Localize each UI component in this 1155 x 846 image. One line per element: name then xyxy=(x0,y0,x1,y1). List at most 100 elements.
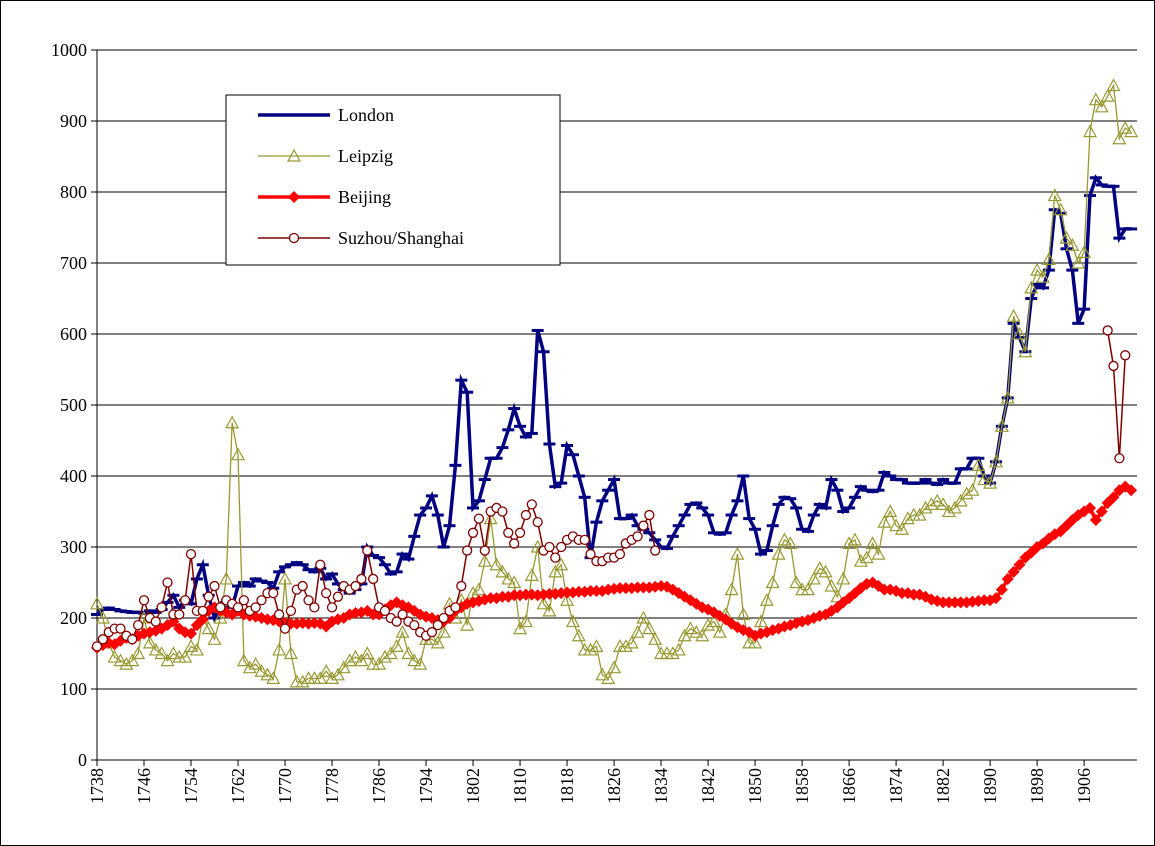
marker xyxy=(853,553,868,567)
marker xyxy=(503,527,514,538)
marker xyxy=(1094,99,1109,113)
x-tick-label: 1874 xyxy=(886,768,906,804)
marker xyxy=(356,573,367,585)
marker xyxy=(995,583,1008,596)
marker xyxy=(601,671,616,684)
marker xyxy=(1071,255,1086,269)
marker xyxy=(132,619,144,631)
marker xyxy=(1012,326,1027,340)
marker xyxy=(115,623,126,634)
marker xyxy=(947,500,962,514)
x-tick-label: 1882 xyxy=(933,768,953,804)
marker xyxy=(368,573,379,585)
marker xyxy=(184,639,199,653)
y-tick-label: 700 xyxy=(60,253,87,273)
y-tick-label: 100 xyxy=(60,679,87,699)
marker xyxy=(113,653,128,667)
marker xyxy=(185,548,197,560)
marker xyxy=(865,536,880,550)
marker xyxy=(160,653,175,667)
marker xyxy=(544,541,555,553)
marker xyxy=(319,663,334,677)
marker xyxy=(507,575,522,589)
marker xyxy=(297,580,308,592)
marker xyxy=(260,667,275,681)
legend-label: Leipzig xyxy=(338,146,393,166)
marker xyxy=(842,536,857,550)
marker xyxy=(765,575,780,589)
marker xyxy=(695,628,710,642)
marker xyxy=(554,557,569,571)
marker xyxy=(636,610,651,624)
marker xyxy=(430,635,445,649)
marker xyxy=(432,619,443,631)
legend-box xyxy=(225,94,561,266)
marker xyxy=(426,627,438,638)
marker xyxy=(397,609,408,620)
marker xyxy=(1053,202,1068,216)
marker xyxy=(189,642,204,656)
marker xyxy=(473,513,485,524)
marker xyxy=(1082,124,1098,138)
marker xyxy=(1125,484,1138,497)
marker xyxy=(648,632,663,645)
marker xyxy=(383,646,398,660)
x-tick-label: 1810 xyxy=(510,768,530,804)
x-tick-label: 1858 xyxy=(792,768,812,804)
marker xyxy=(800,582,815,596)
marker xyxy=(209,580,220,592)
marker xyxy=(285,605,297,617)
marker xyxy=(518,614,533,628)
marker xyxy=(614,548,626,560)
marker xyxy=(303,595,314,606)
y-tick-label: 0 xyxy=(78,750,87,770)
marker xyxy=(242,660,257,674)
marker xyxy=(877,514,892,528)
marker xyxy=(166,646,181,660)
marker xyxy=(250,602,261,613)
marker xyxy=(483,511,498,525)
marker xyxy=(1041,252,1056,266)
y-tick-label: 500 xyxy=(60,395,87,415)
marker xyxy=(278,571,293,585)
marker xyxy=(1108,360,1119,372)
marker xyxy=(1107,491,1120,504)
marker xyxy=(585,548,596,560)
marker xyxy=(215,602,226,613)
marker xyxy=(125,653,140,667)
marker xyxy=(342,653,357,667)
marker xyxy=(138,595,150,606)
marker xyxy=(456,580,467,592)
marker xyxy=(689,624,704,638)
marker xyxy=(256,595,267,606)
legend-marker xyxy=(288,191,300,203)
marker xyxy=(266,671,281,684)
marker xyxy=(436,624,451,638)
marker xyxy=(348,649,363,663)
marker xyxy=(671,642,686,656)
x-tick-label: 1826 xyxy=(604,768,624,804)
marker xyxy=(824,578,839,592)
marker xyxy=(994,419,1009,432)
marker xyxy=(1112,131,1127,145)
marker xyxy=(965,482,980,496)
marker xyxy=(607,660,622,674)
marker xyxy=(595,667,610,681)
marker xyxy=(119,656,134,670)
marker xyxy=(650,545,661,556)
marker xyxy=(548,564,563,578)
marker xyxy=(520,509,532,521)
marker xyxy=(283,646,298,660)
marker xyxy=(254,663,269,677)
marker xyxy=(589,639,604,653)
x-tick-label: 1754 xyxy=(181,768,201,804)
legend-marker xyxy=(286,148,302,162)
marker xyxy=(959,486,974,500)
marker xyxy=(724,582,739,596)
marker xyxy=(273,609,285,620)
marker xyxy=(532,517,543,528)
marker xyxy=(912,507,927,521)
marker xyxy=(701,617,716,631)
marker xyxy=(203,591,214,602)
